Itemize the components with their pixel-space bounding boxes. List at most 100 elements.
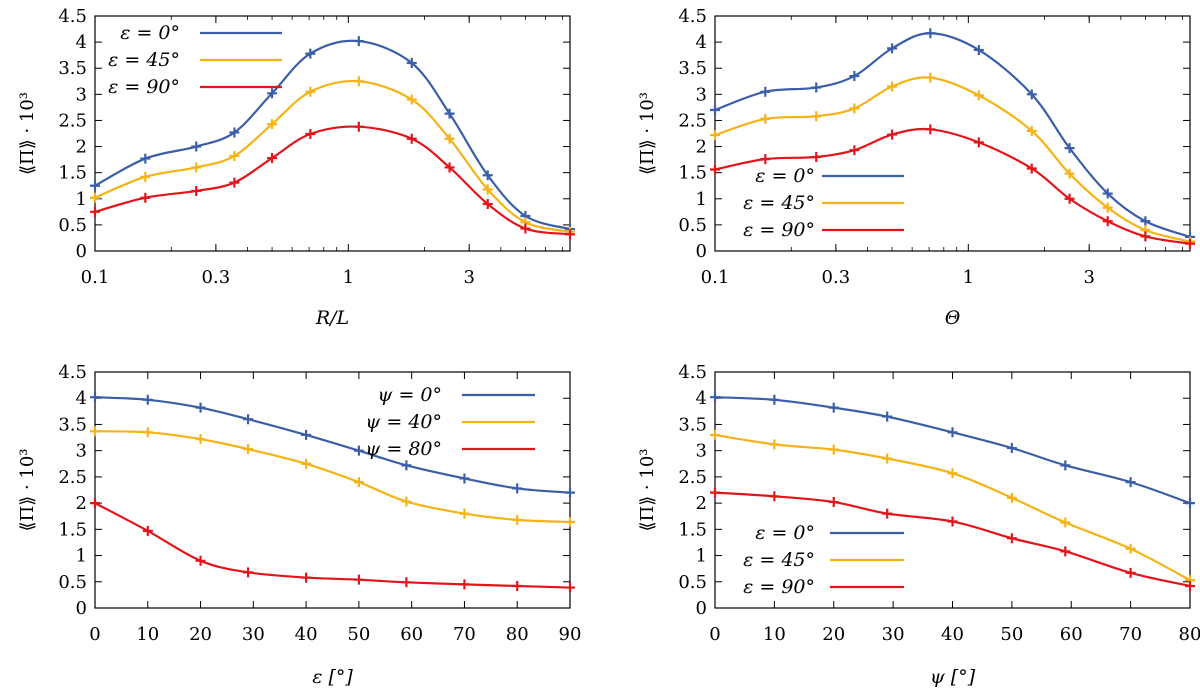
x-tick-label: 3 [1083, 267, 1094, 288]
data-point [267, 119, 278, 130]
data-point [191, 162, 202, 173]
data-point [353, 36, 364, 47]
data-point [1060, 546, 1071, 557]
legend-label: ε = 45° [743, 549, 815, 571]
x-tick-label: 1 [343, 267, 354, 288]
data-point [925, 124, 936, 135]
data-point [191, 185, 202, 196]
data-point [887, 43, 898, 54]
y-tick-label: 3 [76, 84, 87, 105]
data-point [142, 394, 153, 405]
data-point [229, 177, 240, 188]
x-tick-label: 20 [189, 624, 212, 645]
data-point [760, 113, 771, 124]
series-line-2 [714, 76, 1191, 243]
data-point [1060, 460, 1071, 471]
legend-label: ε = 0° [755, 522, 815, 544]
data-point [710, 487, 720, 498]
x-tick-label: 3 [463, 267, 474, 288]
y-axis-label: ⟪Π⟫ · 10³ [637, 448, 658, 531]
data-point [828, 497, 839, 508]
data-point [947, 516, 958, 527]
series-line-3 [94, 502, 571, 589]
data-point [811, 82, 822, 93]
data-point [267, 88, 278, 99]
data-point [710, 429, 720, 440]
data-point [243, 567, 254, 578]
data-point [195, 402, 206, 413]
y-tick-label: 4.5 [58, 362, 87, 383]
data-point [401, 577, 412, 588]
data-point [1125, 543, 1136, 554]
y-tick-label: 3 [696, 441, 707, 462]
y-tick-label: 4.5 [678, 362, 707, 383]
y-tick-label: 2.5 [678, 110, 707, 131]
legend-label: ψ = 80° [365, 438, 442, 460]
data-point [401, 496, 412, 507]
data-point [305, 86, 316, 97]
data-point [710, 105, 720, 115]
data-point [1060, 517, 1071, 528]
y-tick-label: 0.5 [58, 572, 87, 593]
data-point [195, 434, 206, 445]
x-axis-label: ε [°] [312, 666, 353, 688]
data-point [973, 90, 984, 101]
data-point [1064, 143, 1075, 154]
y-tick-label: 3.5 [58, 414, 87, 435]
series-line-1 [714, 396, 1191, 505]
data-point [444, 108, 455, 119]
x-tick-label: 70 [1119, 624, 1142, 645]
x-tick-label: 40 [941, 624, 964, 645]
series-line-3 [94, 125, 571, 236]
data-point [887, 81, 898, 92]
panel-2: 0 0.5 1 1.5 2 2.5 3 3.5 4 4.5 0.1 0.3 1 3 ⟪Π⟫ · 10³ Θε … [637, 6, 1195, 329]
x-axis-label: Θ [945, 307, 961, 329]
x-tick-label: 60 [400, 624, 423, 645]
data-point [849, 103, 860, 114]
x-tick-label: 40 [295, 624, 318, 645]
data-point [1102, 188, 1113, 199]
y-tick-label: 4 [76, 32, 87, 53]
data-point [1026, 89, 1037, 100]
y-tick-label: 1.5 [58, 519, 87, 540]
y-tick-label: 2.5 [678, 467, 707, 488]
y-tick-label: 1.5 [58, 163, 87, 184]
data-point [444, 162, 455, 173]
data-point [482, 170, 493, 181]
data-point [565, 229, 575, 240]
data-point [520, 223, 531, 234]
data-point [353, 477, 364, 488]
x-tick-label: 0.1 [81, 267, 110, 288]
data-point [512, 514, 523, 525]
x-tick-label: 10 [136, 624, 159, 645]
y-axis-label: ⟪Π⟫ · 10³ [17, 92, 38, 175]
plot-frame [94, 15, 571, 252]
data-point [191, 141, 202, 152]
y-tick-label: 2 [696, 137, 707, 158]
data-point [1125, 477, 1136, 488]
legend-label: ε = 45° [743, 192, 815, 214]
data-point [267, 153, 278, 164]
data-point [565, 516, 575, 527]
data-point [811, 111, 822, 122]
data-point [973, 137, 984, 148]
data-point [828, 402, 839, 413]
x-tick-label: 60 [1060, 624, 1083, 645]
y-tick-label: 0.5 [678, 215, 707, 236]
y-tick-label: 4.5 [58, 6, 87, 27]
data-point [849, 145, 860, 156]
data-point [140, 171, 151, 182]
x-tick-label: 80 [506, 624, 529, 645]
x-axis-label: ψ [°] [930, 666, 976, 688]
data-point [1140, 231, 1151, 242]
data-point [353, 574, 364, 585]
data-point [887, 129, 898, 140]
legend-label: ε = 0° [755, 165, 815, 187]
panel-1: 0 0.5 1 1.5 2 2.5 3 3.5 4 4.5 0.1 0.3 1 3 ⟪Π⟫ · 10³ R/L… [17, 6, 575, 329]
x-tick-label: 0 [89, 624, 100, 645]
data-point [90, 392, 100, 403]
legend-label: ε = 45° [108, 49, 180, 71]
data-point [882, 453, 893, 464]
data-point [90, 206, 100, 217]
data-point [482, 199, 493, 209]
